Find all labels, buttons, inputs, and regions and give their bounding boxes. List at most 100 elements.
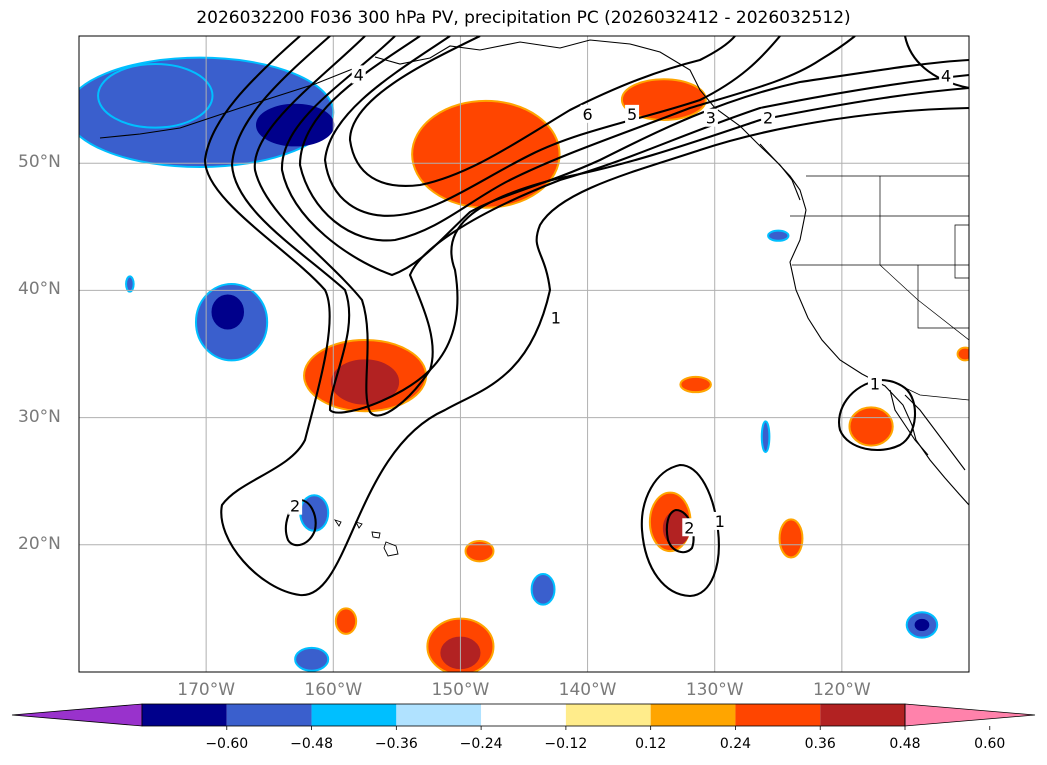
longitude-label: 130°W — [685, 680, 744, 700]
pv-contour-1-central — [640, 463, 720, 598]
contour-label: 2 — [684, 518, 694, 537]
pv-contour-1-socal — [838, 378, 917, 452]
pv-contour-2-south — [284, 498, 317, 547]
longitude-label: 120°W — [812, 680, 871, 700]
contour-label-bg — [703, 108, 718, 127]
colorbar-tick-label: 0.36 — [804, 736, 836, 752]
precip-subtropical-red-core — [331, 359, 400, 405]
latitude-label: 40°N — [18, 279, 61, 300]
contour-label: 3 — [706, 109, 716, 128]
precip-gulf-alaska-red — [411, 99, 561, 209]
aleutian-islands — [99, 65, 361, 139]
contour-label-bg — [761, 108, 776, 127]
precip-orange-small-2 — [679, 375, 712, 394]
contour-label: 6 — [582, 105, 592, 124]
contour-label: 1 — [715, 512, 725, 531]
precip-orange-small-1 — [464, 539, 495, 563]
colorbar-tick-label: −0.60 — [205, 736, 249, 752]
colorbar-extend-high — [904, 703, 1036, 727]
contour-label: 2 — [290, 497, 300, 516]
longitude-label: 170°W — [177, 680, 236, 700]
colorbar-tick-label: 0.12 — [635, 736, 667, 752]
pv-contour-1-main — [203, 36, 969, 597]
hawaii-islands — [333, 519, 399, 557]
map-title: 2026032200 F036 300 hPa PV, precipitatio… — [196, 8, 851, 28]
pv-contour-3 — [253, 36, 969, 417]
contour-label-bg — [939, 66, 954, 85]
contour-label: 5 — [627, 105, 637, 124]
colorbar-segment — [226, 704, 312, 726]
contour-label-bg — [580, 104, 595, 123]
colorbar-segment — [565, 704, 651, 726]
precip-blue-tiny-3 — [125, 275, 135, 293]
pv-contour-4 — [280, 36, 969, 277]
bc-coastline — [759, 143, 807, 211]
map-frame — [78, 35, 970, 673]
contour-label-layer: 1 2 6 5 3 2 4 4 1 1 2 — [288, 65, 954, 537]
us-mexico-border — [894, 382, 969, 401]
precip-south-red-small — [334, 607, 358, 635]
precip-aleutian-blue-west — [97, 62, 214, 129]
precipitation-layer — [79, 56, 969, 672]
longitude-label: 160°W — [304, 680, 363, 700]
pv-contour-6 — [323, 36, 781, 217]
longitude-label: 140°W — [558, 680, 617, 700]
contour-label-bg — [712, 511, 727, 530]
colorbar-frame — [141, 703, 906, 727]
contour-label-bg — [548, 308, 563, 327]
precip-east-pacific-red — [778, 518, 804, 559]
pv-contours — [203, 36, 969, 598]
colorbar-segment — [396, 704, 482, 726]
colorbar-segment — [735, 704, 821, 726]
colorbar-segment — [481, 704, 566, 726]
contour-label: 2 — [763, 109, 773, 128]
colorbar-segment — [311, 704, 397, 726]
contour-label-bg — [867, 374, 882, 393]
state-border-ca-nv — [879, 176, 969, 341]
latitude-label: 30°N — [18, 406, 61, 427]
precip-south-blue-small — [294, 646, 330, 672]
colorbar-tick-label: 0.60 — [974, 736, 1006, 752]
alaska-coastline — [374, 39, 801, 201]
latitude-label: 50°N — [18, 152, 61, 173]
baja-coastline — [889, 389, 929, 456]
colorbar-tick-label: 0.48 — [889, 736, 921, 752]
colorbar-segment — [820, 704, 905, 726]
longitude-label: 150°W — [431, 680, 490, 700]
pv-contour-7 — [348, 36, 736, 187]
contour-label: 1 — [551, 308, 561, 327]
precip-blue-tiny-2 — [767, 229, 790, 242]
colorbar-segment — [650, 704, 736, 726]
state-border-id — [917, 265, 969, 329]
precip-blue-tiny-1 — [760, 420, 771, 453]
us-west-coastline — [789, 209, 969, 506]
contour-label-bg — [625, 104, 640, 123]
colorbar-tick-label: −0.24 — [459, 736, 503, 752]
colorbar-tick-label: −0.36 — [374, 736, 418, 752]
pv-contour-5 — [298, 36, 856, 242]
graticule — [79, 36, 969, 672]
colorbar-tick-label: −0.48 — [290, 736, 333, 752]
contour-label-bg — [682, 518, 697, 537]
canada-inset-box — [954, 224, 969, 279]
colorbar-segment — [142, 704, 227, 726]
colorbar-tick-label: 0.24 — [719, 736, 752, 752]
colorbar — [11, 703, 1036, 730]
precip-red-edge-east — [956, 346, 969, 362]
contour-label: 1 — [870, 375, 880, 394]
colorbar-tick-label: −0.12 — [544, 736, 588, 752]
contour-label-bg — [288, 496, 303, 515]
pv-contour-4-east — [903, 36, 969, 90]
contour-label: 4 — [941, 67, 951, 86]
latitude-label: 20°N — [18, 533, 61, 554]
pv-contour-2-main — [230, 36, 969, 414]
contour-label: 4 — [354, 65, 364, 84]
precip-central-blue-small — [530, 573, 556, 606]
precip-north-pacific-blue-core — [256, 103, 335, 147]
border-layer — [790, 175, 969, 401]
precip-southeast-blue-core — [914, 618, 930, 632]
colorbar-extend-low — [11, 703, 143, 727]
precip-baja-red — [848, 406, 894, 447]
contour-label-bg — [351, 65, 366, 84]
